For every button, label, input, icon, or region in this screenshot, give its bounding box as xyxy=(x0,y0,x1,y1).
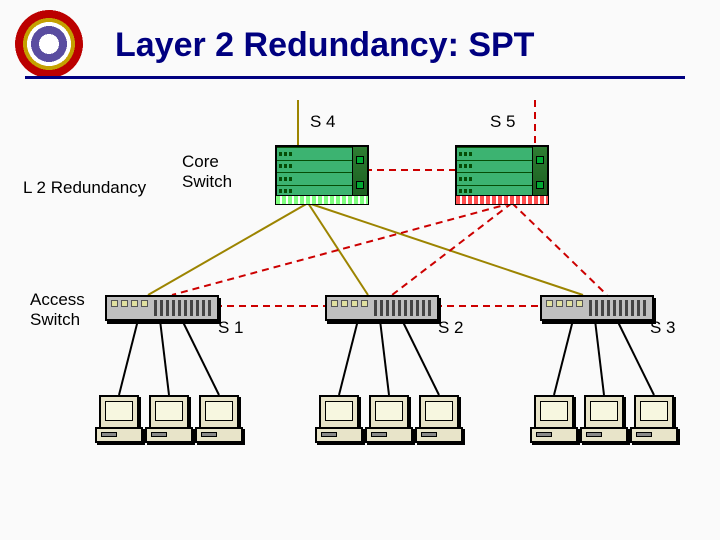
pc-3 xyxy=(195,395,243,443)
pc-9 xyxy=(630,395,678,443)
label-core: Core Switch xyxy=(182,152,232,191)
label-s1: S 1 xyxy=(218,318,244,338)
label-s3: S 3 xyxy=(650,318,676,338)
pc-6 xyxy=(415,395,463,443)
access-switch-s2 xyxy=(325,295,439,321)
core-switch-s4 xyxy=(275,145,369,199)
label-l2red: L 2 Redundancy xyxy=(23,178,146,198)
pc-5 xyxy=(365,395,413,443)
label-access: Access Switch xyxy=(30,290,85,329)
pc-8 xyxy=(580,395,628,443)
core-switch-s5 xyxy=(455,145,549,199)
label-s4: S 4 xyxy=(310,112,336,132)
label-s5: S 5 xyxy=(490,112,516,132)
access-switch-s1 xyxy=(105,295,219,321)
pc-1 xyxy=(95,395,143,443)
pc-4 xyxy=(315,395,363,443)
network-diagram xyxy=(0,0,720,540)
pc-2 xyxy=(145,395,193,443)
access-switch-s3 xyxy=(540,295,654,321)
label-s2: S 2 xyxy=(438,318,464,338)
pc-7 xyxy=(530,395,578,443)
